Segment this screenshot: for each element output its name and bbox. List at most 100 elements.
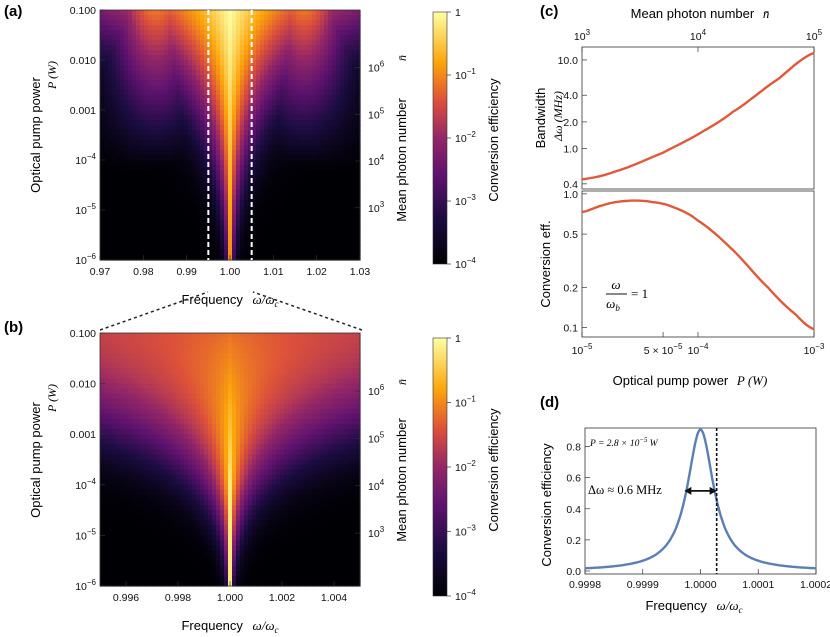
heatmap-b-cell xyxy=(160,358,165,364)
heatmap-a-cell xyxy=(252,255,257,261)
heatmap-a-cell xyxy=(308,120,313,126)
heatmap-a-cell xyxy=(176,180,181,186)
heatmap-a-cell xyxy=(228,105,233,111)
heatmap-a-cell xyxy=(212,200,217,206)
heatmap-a-cell xyxy=(192,115,197,121)
heatmap-a-cell xyxy=(112,135,117,141)
heatmap-b-cell xyxy=(352,348,357,354)
heatmap-b-cell xyxy=(292,333,297,339)
heatmap-a-cell xyxy=(340,125,345,131)
heatmap-a-cell xyxy=(212,150,217,156)
heatmap-b-cell xyxy=(196,353,201,359)
heatmap-a-cell xyxy=(180,85,185,91)
heatmap-b-cell xyxy=(188,373,193,380)
heatmap-b-cell xyxy=(112,398,117,405)
heatmap-b-cell xyxy=(152,403,157,410)
heatmap-a-cell xyxy=(292,225,297,231)
heatmap-b-cell xyxy=(248,363,253,370)
heatmap-a-cell xyxy=(176,80,181,86)
heatmap-a-cell xyxy=(168,80,173,86)
heatmap-a-cell xyxy=(168,230,173,236)
heatmap-b-cell xyxy=(232,363,237,370)
heatmap-a-cell xyxy=(308,135,313,141)
heatmap-b-cell xyxy=(280,444,285,450)
heatmap-a-cell xyxy=(224,75,229,81)
heatmap-a-cell xyxy=(184,30,189,36)
heatmap-a-cell xyxy=(236,135,241,141)
heatmap-a-cell xyxy=(316,165,321,171)
heatmap-a-cell xyxy=(292,135,297,141)
heatmap-b-cell xyxy=(324,429,329,435)
heatmap-a-cell xyxy=(232,20,237,26)
heatmap-a-cell xyxy=(220,75,225,81)
heatmap-b-cell xyxy=(248,419,253,425)
heatmap-b-cell xyxy=(176,429,181,435)
heatmap-a-cell xyxy=(192,190,197,196)
heatmap-a-cell xyxy=(304,75,309,81)
heatmap-b-cell xyxy=(232,408,237,415)
heatmap-b-cell xyxy=(224,338,229,344)
heatmap-a-cell xyxy=(168,60,173,66)
heatmap-a-cell xyxy=(312,100,317,106)
heatmap-b-cell xyxy=(104,348,109,354)
heatmap-a-cell xyxy=(196,240,201,246)
heatmap-a-cell xyxy=(272,185,277,191)
heatmap-b-cell xyxy=(236,429,241,435)
heatmap-a-cell xyxy=(344,120,349,126)
heatmap-b-cell xyxy=(264,449,269,456)
heatmap-a-cell xyxy=(188,30,193,36)
heatmap-b-cell xyxy=(256,383,261,390)
heatmap-b-cell xyxy=(312,434,317,440)
heatmap-a-cell xyxy=(100,25,105,31)
heatmap-a-cell xyxy=(240,25,245,31)
heatmap-a-cell xyxy=(108,185,113,191)
heatmap-a-cell xyxy=(324,160,329,166)
heatmap-a-cell xyxy=(308,195,313,201)
heatmap-b-cell xyxy=(192,444,197,450)
heatmap-a-cell xyxy=(160,60,165,66)
heatmap-b-cell xyxy=(300,333,305,339)
heatmap-b-cell xyxy=(140,419,145,425)
heatmap-a-cell xyxy=(128,50,133,56)
heatmap-b-cell xyxy=(284,388,289,395)
heatmap-b-cell xyxy=(152,459,157,466)
heatmap-a-cell xyxy=(240,65,245,71)
heatmap-a-cell xyxy=(112,245,117,251)
heatmap-a-cell xyxy=(100,235,105,241)
heatmap-a-cell xyxy=(248,85,253,91)
heatmap-a-cell xyxy=(200,225,205,231)
heatmap-a-cell xyxy=(320,255,325,261)
heatmap-a-cell xyxy=(232,205,237,211)
heatmap-a-cell xyxy=(104,140,109,146)
heatmap-a-cell xyxy=(328,30,333,36)
heatmap-a-cell xyxy=(160,45,165,51)
heatmap-a-cell xyxy=(264,100,269,106)
heatmap-a-cell xyxy=(352,85,357,91)
heatmap-a-cell xyxy=(320,50,325,56)
heatmap-a-cell xyxy=(116,215,121,221)
heatmap-a-cell xyxy=(268,105,273,111)
heatmap-a-cell xyxy=(280,50,285,56)
heatmap-a-cell xyxy=(328,215,333,221)
heatmap-a-cell xyxy=(208,55,213,61)
heatmap-b-cell xyxy=(116,434,121,440)
heatmap-a-cell xyxy=(340,55,345,61)
heatmap-a-cell xyxy=(284,210,289,216)
heatmap-a-cell xyxy=(188,255,193,261)
heatmap-a-cell xyxy=(152,20,157,26)
heatmap-a-cell xyxy=(152,195,157,201)
heatmap-a-cell xyxy=(240,185,245,191)
heatmap-b-cell xyxy=(204,383,209,390)
heatmap-a-cell xyxy=(252,150,257,156)
heatmap-b-cell xyxy=(308,358,313,364)
heatmap-a-cell xyxy=(308,140,313,146)
heatmap-a-cell xyxy=(316,70,321,76)
heatmap-a-cell xyxy=(256,165,261,171)
heatmap-a-cell xyxy=(128,85,133,91)
heatmap-b-cell xyxy=(156,358,161,364)
heatmap-a-cell xyxy=(104,120,109,126)
heatmap-a-cell xyxy=(160,120,165,126)
heatmap-b-cell xyxy=(236,393,241,400)
heatmap-a-cell xyxy=(220,95,225,101)
heatmap-b-cell xyxy=(356,403,361,410)
